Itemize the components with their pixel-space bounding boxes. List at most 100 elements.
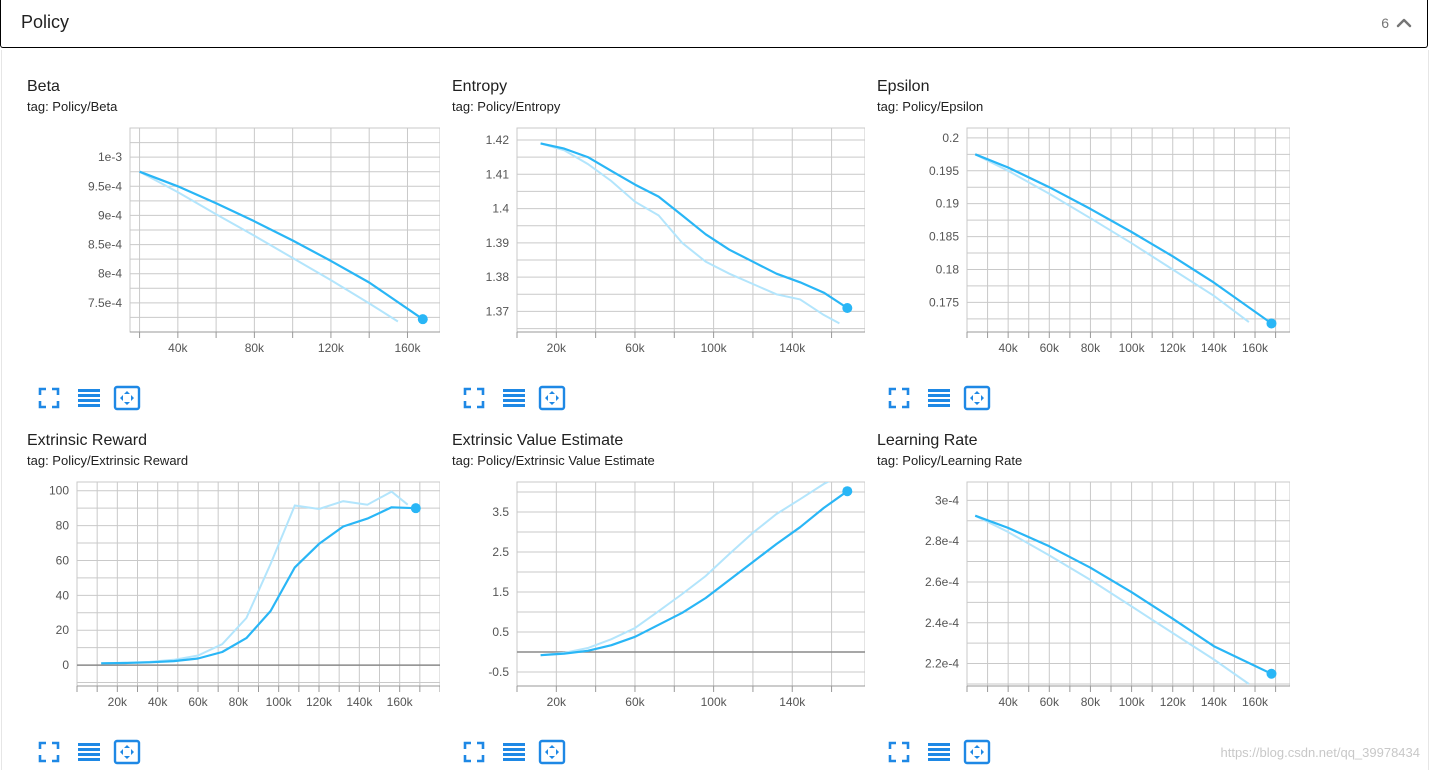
x-tick-label: 100k	[701, 341, 728, 355]
line-chart[interactable]: 20k 40k 60k 80k 100k 120k 140k 160k 0 20 40 60 80 100	[27, 472, 440, 712]
x-tick-label: 160k	[1242, 341, 1269, 355]
expand-icon[interactable]	[885, 738, 913, 766]
chart-title: Epsilon	[877, 78, 930, 95]
x-tick-label: 140k	[346, 695, 373, 709]
smoothed-series-line	[974, 514, 1272, 675]
y-tick-label: 8e-4	[98, 267, 122, 281]
expand-icon[interactable]	[885, 384, 913, 412]
plot-area	[966, 481, 1290, 687]
raw-series-line	[974, 153, 1250, 323]
data-table-icon[interactable]	[75, 384, 103, 412]
raw-series-line	[974, 514, 1250, 685]
chart-title: Learning Rate	[877, 432, 978, 449]
x-tick-label: 100k	[701, 695, 728, 709]
fit-domain-icon[interactable]	[538, 738, 566, 766]
x-tick-label: 120k	[306, 695, 333, 709]
raw-series-line	[540, 482, 830, 657]
y-tick-label: 0.195	[929, 164, 959, 178]
chart-tag: tag: Policy/Extrinsic Reward	[27, 453, 189, 468]
expand-icon[interactable]	[460, 738, 488, 766]
chart-tag: tag: Policy/Entropy	[452, 99, 561, 114]
series-end-point	[417, 314, 428, 325]
chart-title: Extrinsic Reward	[27, 432, 148, 449]
data-table-icon[interactable]	[75, 738, 103, 766]
data-table-icon[interactable]	[925, 738, 953, 766]
fit-domain-icon[interactable]	[113, 738, 141, 766]
y-tick-label: 2.4e-4	[925, 616, 959, 630]
expand-icon[interactable]	[35, 384, 63, 412]
raw-series-line	[540, 142, 840, 325]
x-tick-label: 80k	[229, 695, 249, 709]
section-title: Policy	[21, 12, 70, 32]
y-tick-label: 2.5	[492, 545, 509, 559]
x-tick-label: 80k	[245, 341, 265, 355]
data-table-icon[interactable]	[500, 384, 528, 412]
y-tick-label: 40	[56, 588, 70, 602]
y-tick-label: 0.175	[929, 295, 959, 309]
series-end-point	[842, 303, 853, 313]
raw-series-line	[139, 170, 399, 323]
x-tick-label: 100k	[266, 695, 293, 709]
y-tick-label: 9.5e-4	[88, 179, 122, 193]
smoothed-series-line	[101, 506, 416, 665]
line-chart[interactable]: 20k 60k 100k 140k -0.5 0.5 1.5 2.5 3.5	[452, 472, 865, 712]
y-tick-label: 1.4	[492, 202, 509, 216]
chart-card: Extrinsic Reward tag: Policy/Extrinsic Re…	[27, 432, 447, 782]
series-end-point	[1266, 668, 1277, 679]
y-tick-label: 0.2	[942, 131, 959, 145]
y-tick-label: 8.5e-4	[88, 238, 122, 252]
expand-icon[interactable]	[35, 738, 63, 766]
x-tick-label: 60k	[625, 341, 645, 355]
y-tick-label: 60	[56, 553, 70, 567]
y-tick-label: 80	[56, 519, 70, 533]
x-tick-label: 20k	[547, 695, 567, 709]
y-tick-label: 1.38	[486, 270, 510, 284]
y-tick-label: 2.2e-4	[925, 657, 959, 671]
x-tick-label: 40k	[148, 695, 168, 709]
data-table-icon[interactable]	[500, 738, 528, 766]
x-tick-label: 60k	[1040, 341, 1060, 355]
chart-title: Extrinsic Value Estimate	[452, 432, 624, 449]
chevron-up-icon[interactable]	[1395, 14, 1413, 32]
y-tick-label: 3.5	[492, 505, 509, 519]
y-tick-label: 0	[62, 658, 69, 672]
y-tick-label: 1.5	[492, 585, 509, 599]
chart-count-badge: 6	[1381, 15, 1389, 31]
section-header[interactable]: Policy 6	[0, 0, 1428, 48]
chart-tag: tag: Policy/Learning Rate	[877, 453, 1023, 468]
x-tick-label: 140k	[1201, 341, 1228, 355]
y-tick-label: 7.5e-4	[88, 296, 122, 310]
line-chart[interactable]: 40k 80k 120k 160k 7.5e-4 8e-4 8.5e-4 9e-4 9.5e-4…	[27, 118, 440, 358]
chart-tag: tag: Policy/Epsilon	[877, 99, 984, 114]
smoothed-series-line	[540, 490, 848, 657]
fit-domain-icon[interactable]	[538, 384, 566, 412]
expand-icon[interactable]	[460, 384, 488, 412]
smoothed-series-line	[540, 142, 848, 309]
x-tick-label: 140k	[779, 341, 806, 355]
smoothed-series-line	[974, 153, 1273, 325]
x-tick-label: 20k	[547, 341, 567, 355]
data-table-icon[interactable]	[925, 384, 953, 412]
fit-domain-icon[interactable]	[113, 384, 141, 412]
x-tick-label: 20k	[108, 695, 128, 709]
fit-domain-icon[interactable]	[963, 738, 991, 766]
y-tick-label: 0.5	[492, 625, 509, 639]
smoothed-series-line	[139, 170, 424, 321]
fit-domain-icon[interactable]	[963, 384, 991, 412]
y-tick-label: 0.185	[929, 230, 959, 244]
x-tick-label: 40k	[168, 341, 188, 355]
line-chart[interactable]: 40k 60k 80k 100k 120k 140k 160k 0.175 0.18 0.185 0…	[877, 118, 1290, 358]
y-tick-label: 2.8e-4	[925, 534, 959, 548]
y-tick-label: 1.41	[486, 167, 510, 181]
chart-panel	[1, 50, 1429, 770]
chart-tag: tag: Policy/Beta	[27, 99, 118, 114]
line-chart[interactable]: 20k 60k 100k 140k 1.37 1.38 1.39 1.4 1.41 1.42	[452, 118, 865, 358]
line-chart[interactable]: 40k 60k 80k 100k 120k 140k 160k 2.2e-4 2.4e-4 2.6…	[877, 472, 1290, 712]
x-tick-label: 140k	[779, 695, 806, 709]
chart-title: Beta	[27, 78, 60, 95]
x-tick-label: 120k	[1160, 341, 1187, 355]
chart-tag: tag: Policy/Extrinsic Value Estimate	[452, 453, 655, 468]
y-tick-label: 1e-3	[98, 150, 122, 164]
chart-card: Entropy tag: Policy/Entropy 20k 60k 100k 140k…	[452, 78, 872, 428]
y-tick-label: 1.37	[486, 304, 510, 318]
